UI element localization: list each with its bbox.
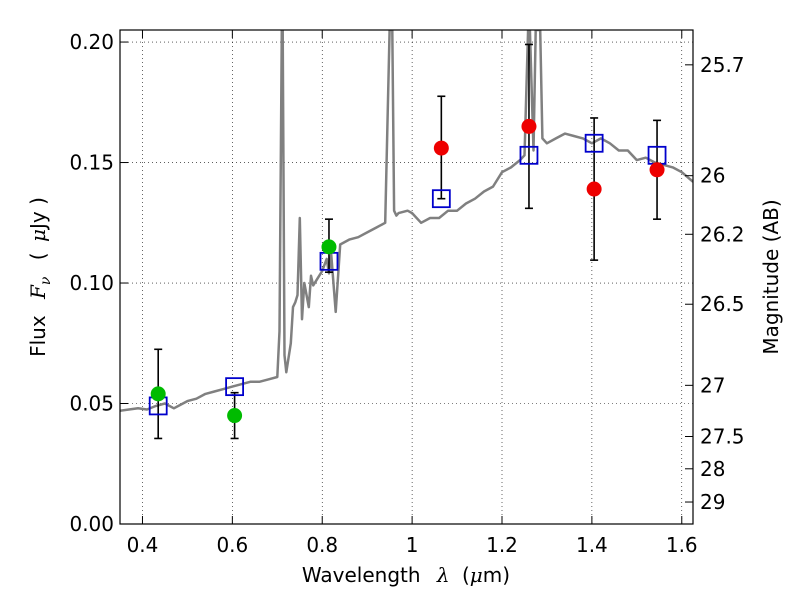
- model-square-point: [584, 133, 604, 153]
- y2-tick-label: 28: [700, 457, 725, 481]
- plot-area: [120, 30, 693, 440]
- y-axis-label-symbol: F: [26, 284, 50, 300]
- x-tick-label: 1.2: [486, 533, 518, 557]
- x-axis-label: Wavelength λ (μm): [302, 563, 510, 587]
- x-axis-label-text: Wavelength: [302, 563, 421, 587]
- x-axis-label-unit-rest: m): [483, 563, 510, 587]
- data-point: [150, 386, 166, 402]
- x-tick-label: 1.4: [576, 533, 608, 557]
- y-axis-label-unit-open: (: [26, 252, 50, 260]
- x-tick-label: 0.4: [127, 533, 159, 557]
- x-axis-label-unit-mu: μ: [470, 563, 483, 587]
- model-square-point: [431, 189, 451, 209]
- data-point: [521, 118, 537, 134]
- x-axis-label-unit-open: (: [462, 563, 470, 587]
- model-square-point: [519, 145, 539, 165]
- spectrum-line: [120, 30, 693, 412]
- y2-tick-label: 26.2: [700, 222, 745, 246]
- y2-tick-label: 27.5: [700, 425, 745, 449]
- model-square-point: [225, 377, 245, 397]
- x-tick-label: 1: [406, 533, 419, 557]
- x-tick-label: 0.6: [216, 533, 248, 557]
- data-point: [649, 162, 665, 178]
- data-point: [586, 181, 602, 197]
- y2-tick-label: 27: [700, 373, 725, 397]
- y-axis-label-unit-rest: Jy ): [26, 197, 50, 231]
- y-tick-label: 0.10: [69, 271, 114, 295]
- y-axis-label-text: Flux: [26, 315, 50, 357]
- x-tick-label: 1.6: [666, 533, 698, 557]
- y-tick-label: 0.00: [69, 512, 114, 536]
- y2-tick-label: 26.5: [700, 292, 745, 316]
- y2-tick-label: 29: [700, 490, 725, 514]
- y2-axis-label: Magnitude (AB): [759, 199, 783, 354]
- data-point: [321, 239, 337, 255]
- tick-labels: 0.4 0.6 0.8 1 1.2 1.4 1.6 0.00 0.05 0.10 0.15 0.20 2…: [69, 30, 744, 557]
- y2-tick-label: 26: [700, 164, 725, 188]
- y-tick-label: 0.15: [69, 151, 114, 175]
- data-point: [227, 408, 243, 424]
- y-tick-label: 0.05: [69, 392, 114, 416]
- x-axis-label-symbol: λ: [436, 563, 450, 587]
- x-tick-label: 0.8: [306, 533, 338, 557]
- data-point: [433, 140, 449, 156]
- y2-tick-label: 25.7: [700, 53, 745, 77]
- plot-frame: [119, 29, 694, 525]
- y-axis-label-symbol-sub: ν: [38, 276, 54, 285]
- y-axis-label-unit-mu: μ: [26, 229, 50, 242]
- y-tick-label: 0.20: [69, 30, 114, 54]
- ticks: [120, 30, 693, 525]
- y-axis-label: Flux Fν ( μJy ): [26, 197, 55, 357]
